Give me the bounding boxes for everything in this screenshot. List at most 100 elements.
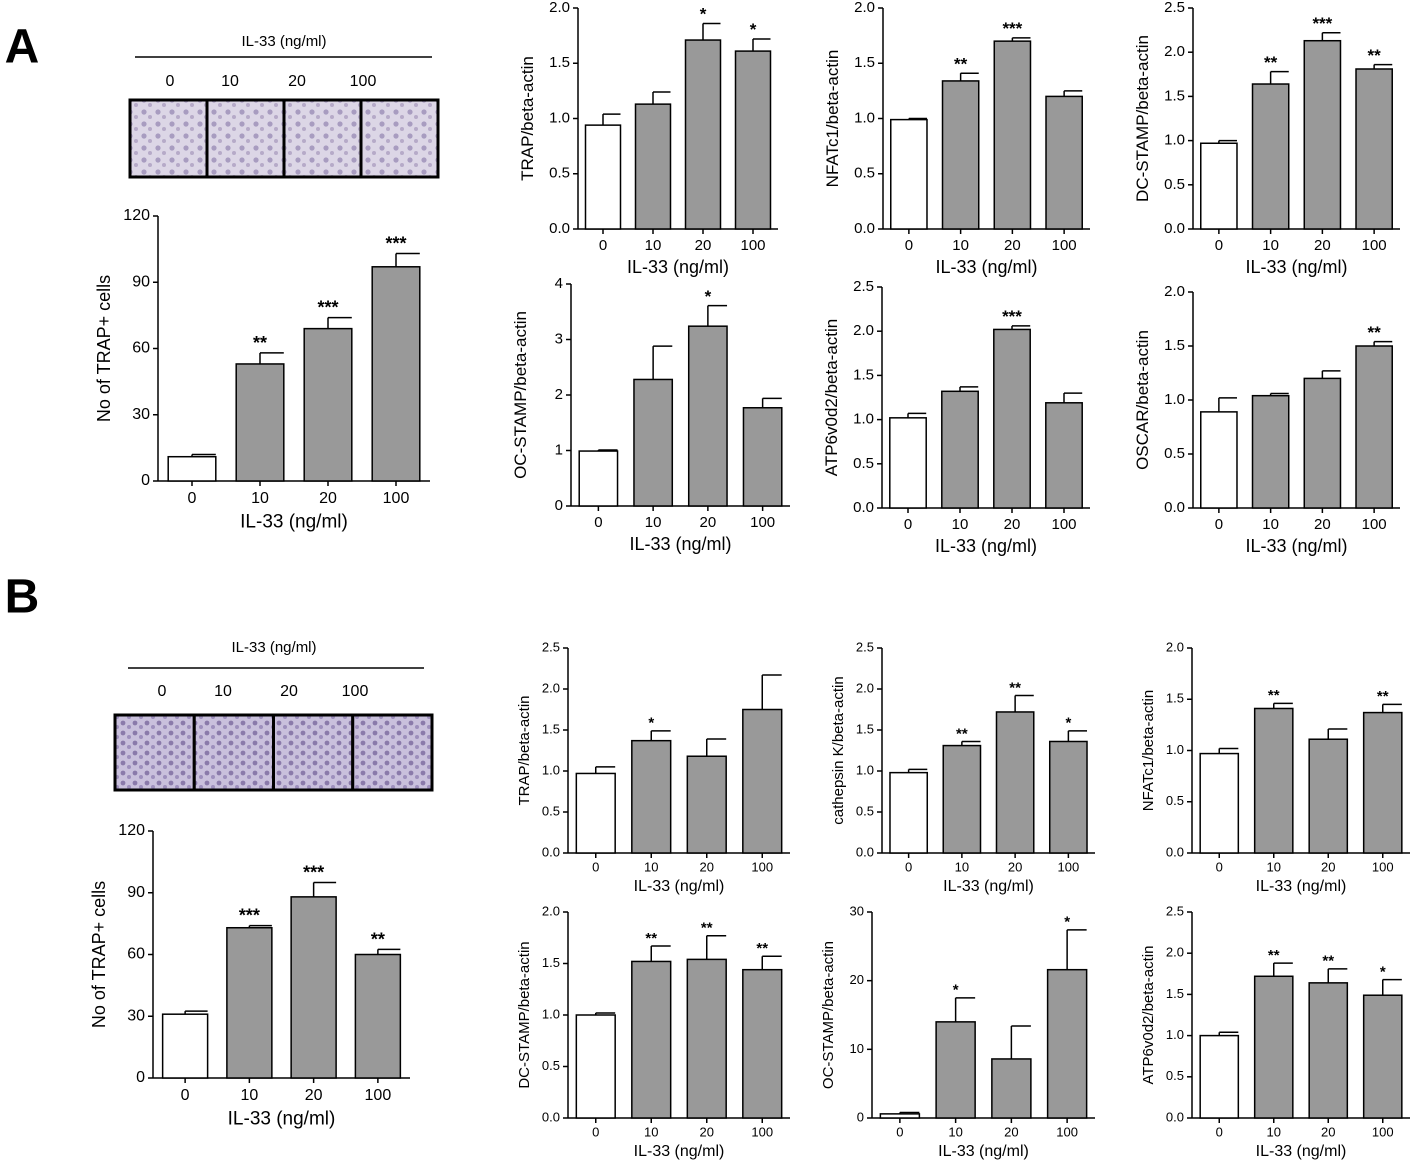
micrograph-dose: 20 xyxy=(280,683,298,700)
significance: *** xyxy=(1002,307,1022,326)
bar xyxy=(1046,968,1088,1119)
y-axis-label: TRAP/beta-actin xyxy=(518,56,537,181)
x-tick-label: 0 xyxy=(592,859,599,874)
y-tick-label: 1.5 xyxy=(542,721,560,736)
x-tick-label: 20 xyxy=(305,1087,323,1104)
bar xyxy=(584,124,622,230)
x-tick-label: 10 xyxy=(952,516,969,533)
micrograph-title: IL-33 (ng/ml) xyxy=(241,33,326,50)
y-tick-label: 0.0 xyxy=(1164,499,1185,516)
bar xyxy=(303,327,353,482)
y-axis-label: No of TRAP+ cells xyxy=(94,275,114,422)
bar xyxy=(631,739,672,854)
x-tick-label: 10 xyxy=(1262,516,1279,533)
y-tick-label: 2.0 xyxy=(854,0,875,16)
y-tick-label: 60 xyxy=(127,946,145,963)
x-tick-label: 0 xyxy=(1215,516,1223,533)
x-tick-label: 20 xyxy=(695,237,712,254)
x-tick-label: 20 xyxy=(1008,859,1022,874)
x-axis-label: IL-33 (ng/ml) xyxy=(1256,878,1347,895)
y-tick-label: 60 xyxy=(132,340,150,357)
significance: * xyxy=(953,982,959,999)
significance: *** xyxy=(303,862,324,882)
significance: ** xyxy=(1377,688,1389,705)
y-tick-label: 1.0 xyxy=(549,109,570,126)
y-axis-label: DC-STAMP/beta-actin xyxy=(516,941,533,1088)
micrograph-dose: 100 xyxy=(342,683,369,700)
significance: * xyxy=(1064,914,1070,931)
y-tick-label: 4 xyxy=(555,275,563,292)
y-tick-label: 0 xyxy=(136,1069,145,1086)
bar xyxy=(1362,994,1403,1119)
bar xyxy=(687,325,728,507)
y-tick-label: 1.0 xyxy=(854,109,875,126)
y-tick-label: 0.0 xyxy=(856,844,874,859)
y-tick-label: 1.5 xyxy=(542,955,560,970)
y-tick-label: 2.0 xyxy=(1164,43,1185,60)
significance: * xyxy=(705,287,712,306)
bar xyxy=(993,40,1032,230)
y-tick-label: 2.0 xyxy=(542,680,560,695)
y-axis-label: ATP6v0d2/beta-actin xyxy=(1140,946,1157,1085)
y-tick-label: 1 xyxy=(555,441,563,458)
y-tick-label: 30 xyxy=(850,903,864,918)
x-tick-label: 0 xyxy=(896,1124,903,1139)
x-tick-label: 20 xyxy=(1314,516,1331,533)
bar xyxy=(742,708,783,854)
y-tick-label: 0.0 xyxy=(542,1109,560,1124)
bar xyxy=(935,1021,976,1119)
y-tick-label: 0 xyxy=(857,1109,864,1124)
y-tick-label: 2.0 xyxy=(856,680,874,695)
x-axis-label: IL-33 (ng/ml) xyxy=(935,257,1037,277)
bar xyxy=(889,417,927,509)
x-tick-label: 100 xyxy=(751,1124,773,1139)
significance: * xyxy=(700,5,707,24)
y-tick-label: 1.5 xyxy=(1164,87,1185,104)
bar xyxy=(354,953,402,1079)
significance: * xyxy=(750,20,757,39)
bar xyxy=(995,711,1035,854)
bar xyxy=(575,1014,616,1119)
micrograph-dose: 10 xyxy=(214,683,232,700)
bar xyxy=(941,80,980,230)
y-tick-label: 120 xyxy=(118,822,145,839)
bar xyxy=(634,103,672,230)
significance: ** xyxy=(956,725,968,742)
y-axis-label: OC-STAMP/beta-actin xyxy=(511,311,530,479)
bar xyxy=(1045,95,1083,230)
bar xyxy=(161,1013,209,1079)
y-tick-label: 1.5 xyxy=(1164,337,1185,354)
bar xyxy=(1251,394,1290,509)
y-tick-label: 0.0 xyxy=(1164,220,1185,237)
x-tick-label: 0 xyxy=(1215,237,1223,254)
bar xyxy=(575,772,616,854)
micrograph-image xyxy=(351,713,434,792)
y-axis-label: cathepsin K/beta-actin xyxy=(830,676,847,824)
x-tick-label: 100 xyxy=(1052,237,1077,254)
bar xyxy=(1045,402,1083,509)
x-axis-label: IL-33 (ng/ml) xyxy=(938,1143,1029,1160)
y-tick-label: 0.5 xyxy=(1164,176,1185,193)
y-tick-label: 2.0 xyxy=(853,322,874,339)
x-tick-label: 0 xyxy=(188,490,197,507)
bar xyxy=(631,960,672,1119)
significance: ** xyxy=(1264,53,1278,72)
x-tick-label: 10 xyxy=(251,490,269,507)
bar xyxy=(1303,39,1342,230)
y-tick-label: 1.0 xyxy=(1166,1027,1184,1042)
y-axis-label: DC-STAMP/beta-actin xyxy=(1133,35,1152,202)
y-tick-label: 0.5 xyxy=(856,803,874,818)
bar xyxy=(941,390,979,509)
x-tick-label: 10 xyxy=(952,237,969,254)
y-tick-label: 30 xyxy=(132,406,150,423)
bar xyxy=(684,39,722,230)
micrograph-title: IL-33 (ng/ml) xyxy=(231,639,316,656)
y-tick-label: 0.5 xyxy=(854,165,875,182)
bar xyxy=(1253,707,1294,854)
x-tick-label: 100 xyxy=(1372,1124,1394,1139)
y-tick-label: 0.0 xyxy=(854,220,875,237)
x-tick-label: 100 xyxy=(1058,859,1080,874)
y-tick-label: 0.0 xyxy=(1166,1109,1184,1124)
micrograph-image xyxy=(282,98,363,179)
bar xyxy=(889,771,929,854)
